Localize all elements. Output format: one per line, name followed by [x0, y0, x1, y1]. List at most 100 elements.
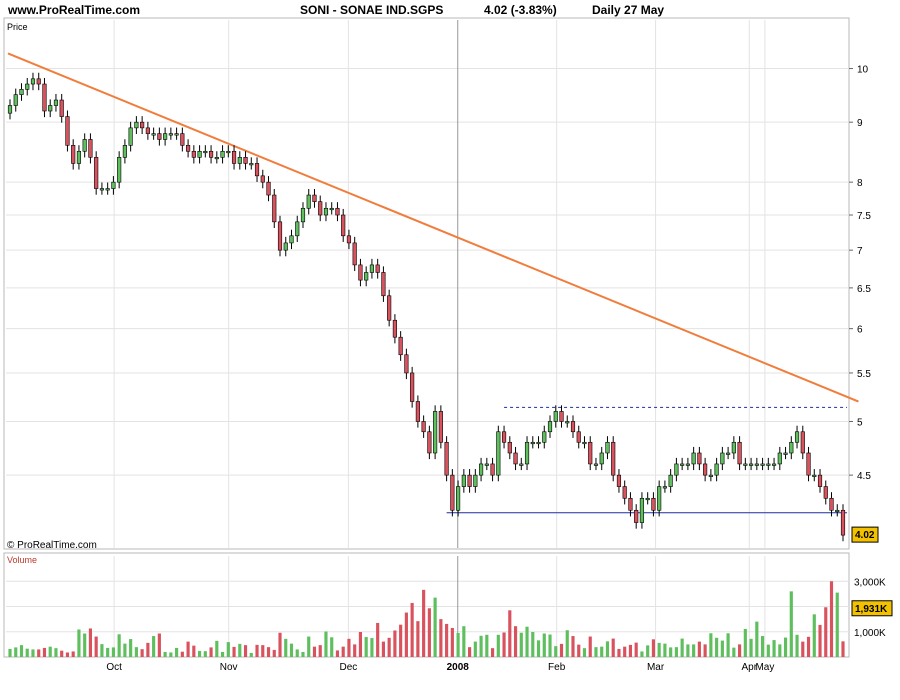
volume-bar: [140, 649, 144, 657]
volume-bar: [715, 637, 719, 657]
candle-body: [611, 441, 616, 476]
candle-body: [685, 463, 690, 466]
volume-bar: [743, 628, 747, 657]
candle-body: [145, 127, 150, 134]
site-title: www.ProRealTime.com: [7, 3, 140, 17]
volume-bar: [25, 648, 29, 657]
volume-bar: [439, 619, 443, 657]
volume-bar: [686, 644, 690, 657]
volume-bar: [835, 592, 839, 657]
candle-body: [593, 463, 599, 466]
volume-bar: [726, 633, 730, 657]
volume-bar: [789, 591, 793, 657]
candle-body: [501, 431, 507, 443]
candle-body: [346, 235, 352, 244]
candle-body: [823, 486, 828, 499]
candle-body: [616, 474, 622, 487]
candle-body: [71, 145, 76, 164]
volume-bar: [197, 650, 202, 657]
candle-body: [737, 441, 742, 465]
volume-panel[interactable]: [3, 552, 850, 658]
month-label: Nov: [220, 662, 238, 673]
candle-body: [197, 150, 202, 158]
candle-body: [536, 441, 541, 445]
candle-body: [157, 133, 162, 140]
candle-body: [576, 431, 581, 443]
volume-bar: [594, 647, 598, 657]
candle-body: [300, 207, 306, 223]
volume-bar: [301, 651, 305, 657]
candle-body: [456, 486, 461, 511]
candle-body: [174, 133, 179, 136]
candle-body: [829, 497, 834, 511]
candle-body: [524, 441, 530, 465]
volume-bar: [646, 645, 650, 657]
price-tick-label: 7.5: [857, 211, 871, 222]
instrument-name: SONI - SONAE IND.SGPS: [300, 3, 443, 17]
volume-bar: [341, 646, 345, 657]
volume-bar: [588, 636, 592, 657]
candle-body: [36, 78, 41, 85]
month-label: Mar: [647, 662, 665, 673]
candle-body: [260, 175, 265, 183]
candle-body: [99, 188, 104, 191]
candle-body: [812, 474, 817, 477]
candle-body: [450, 474, 455, 511]
candle-body: [662, 486, 667, 489]
volume-bar: [427, 608, 431, 657]
volume-bar: [209, 647, 213, 657]
candle-body: [392, 319, 397, 338]
volume-bar: [841, 641, 845, 657]
month-label: Oct: [106, 662, 122, 673]
volume-bar: [542, 633, 546, 657]
candle-body: [128, 127, 133, 146]
candle-body: [438, 411, 443, 443]
month-label: May: [755, 662, 774, 673]
candle-body: [168, 133, 173, 136]
volume-bar: [824, 607, 828, 657]
price-panel[interactable]: [3, 17, 850, 550]
month-label: Dec: [340, 662, 358, 673]
volume-bar: [600, 646, 604, 657]
volume-bar: [393, 630, 397, 657]
candle-body: [94, 157, 99, 189]
volume-bar: [703, 644, 707, 657]
candle-body: [283, 242, 288, 251]
candle-body: [444, 441, 449, 476]
volume-bar: [134, 647, 138, 657]
candle-body: [461, 474, 466, 487]
volume-bar: [347, 638, 351, 657]
candle-body: [530, 441, 535, 445]
volume-bar: [65, 652, 70, 657]
price-tick-label: 6: [857, 325, 863, 336]
candle-body: [777, 452, 782, 465]
volume-bar: [100, 644, 104, 657]
volume-bar: [42, 647, 47, 657]
volume-bar: [106, 647, 110, 657]
month-label: Apr: [742, 662, 758, 673]
candle-body: [657, 486, 662, 511]
volume-bar: [462, 626, 466, 657]
volume-bar: [312, 646, 317, 657]
volume-bar: [812, 614, 816, 657]
volume-bar: [232, 646, 236, 657]
volume-bar: [829, 581, 834, 657]
candle-body: [731, 441, 736, 454]
candle-body: [806, 452, 811, 476]
candle-body: [760, 463, 765, 466]
volume-bar: [772, 640, 776, 657]
candle-body: [766, 463, 771, 466]
candle-body: [754, 463, 759, 466]
price-tick-label: 6.5: [857, 284, 871, 295]
downtrend-line: [7, 52, 859, 403]
volume-bar: [697, 641, 701, 657]
volume-bar: [669, 647, 673, 657]
volume-bar: [146, 642, 150, 657]
volume-bar: [111, 647, 115, 657]
drawn-lines: [7, 52, 859, 514]
volume-bar: [186, 641, 190, 657]
candle-body: [674, 463, 679, 476]
volume-bar: [180, 651, 184, 657]
